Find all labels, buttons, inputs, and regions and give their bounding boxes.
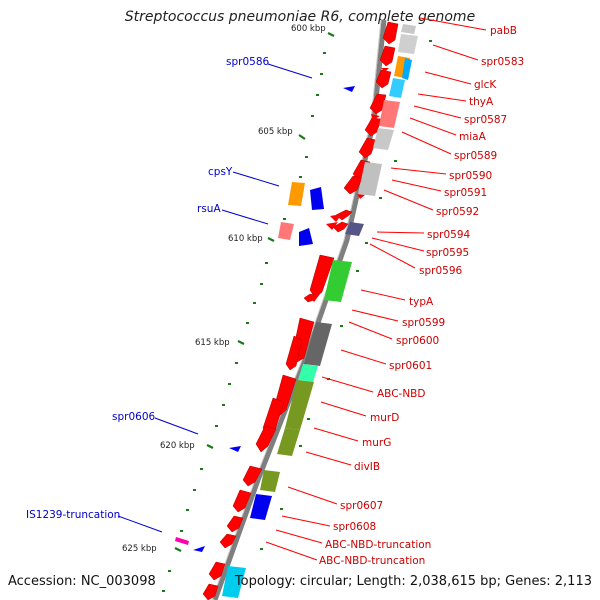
gene-features-forward bbox=[202, 21, 399, 600]
tick-label-605: 605 kbp bbox=[258, 127, 293, 137]
cog-spr0590 bbox=[358, 162, 382, 196]
tick-605 bbox=[298, 134, 306, 140]
label-miaA: miaA bbox=[459, 131, 487, 143]
gene-pabB bbox=[382, 21, 399, 45]
gene-spr0592 bbox=[335, 209, 353, 221]
tick-label-620: 620 kbp bbox=[160, 441, 195, 451]
label-spr0583: spr0583 bbox=[481, 56, 524, 68]
left-labels: spr0586 cpsY rsuA spr0606 IS1239-truncat… bbox=[26, 56, 269, 521]
cog-spr0583 bbox=[398, 34, 418, 54]
feature-rsuA-b bbox=[299, 228, 313, 246]
label-abc-nbd-trunc-2: ABC-NBD-truncation bbox=[319, 555, 425, 567]
feature-spr0606 bbox=[229, 446, 241, 452]
label-spr0600: spr0600 bbox=[396, 335, 439, 347]
gene-abc-trunc-1 bbox=[226, 515, 244, 533]
gene-glcK bbox=[375, 69, 392, 89]
label-spr0606: spr0606 bbox=[112, 411, 155, 423]
label-spr0590: spr0590 bbox=[449, 170, 492, 182]
label-thyA: thyA bbox=[469, 96, 494, 108]
cog-typA bbox=[324, 260, 352, 302]
tick-600 bbox=[327, 32, 335, 37]
topology-summary-text: Topology: circular; Length: 2,038,615 bp… bbox=[234, 574, 592, 589]
genome-backbone bbox=[212, 19, 387, 600]
label-spr0601: spr0601 bbox=[389, 360, 432, 372]
gene-ABC-NBD bbox=[285, 335, 303, 371]
label-typA: typA bbox=[409, 296, 434, 308]
right-label-connectors bbox=[265, 17, 487, 561]
label-spr0599: spr0599 bbox=[402, 317, 445, 329]
gene-spr0607 bbox=[242, 465, 263, 487]
cog-ABC-NBD bbox=[298, 364, 318, 382]
cog-spr0587 bbox=[379, 100, 400, 128]
gene-end-1 bbox=[208, 561, 226, 581]
cog-miaA bbox=[373, 128, 394, 150]
cog-thyA bbox=[389, 78, 405, 98]
label-ABC-NBD: ABC-NBD bbox=[377, 388, 425, 400]
gene-abc-trunc-2 bbox=[219, 533, 237, 549]
tick-615 bbox=[237, 340, 245, 345]
cog-boxes bbox=[222, 24, 418, 598]
tick-610 bbox=[267, 237, 275, 242]
label-spr0587: spr0587 bbox=[464, 114, 507, 126]
gene-end-2 bbox=[202, 583, 219, 600]
label-rsuA: rsuA bbox=[197, 203, 221, 215]
tick-label-625: 625 kbp bbox=[122, 544, 157, 554]
feature-IS1239 bbox=[175, 537, 189, 545]
label-spr0592: spr0592 bbox=[436, 206, 479, 218]
label-spr0594: spr0594 bbox=[427, 229, 470, 241]
gene-arrowheads bbox=[309, 68, 389, 302]
label-spr0607: spr0607 bbox=[340, 500, 383, 512]
feature-cpsY bbox=[288, 182, 305, 206]
label-spr0591: spr0591 bbox=[444, 187, 487, 199]
gene-spr0590 bbox=[343, 175, 363, 195]
cog-spr0607 bbox=[260, 470, 280, 492]
label-spr0586: spr0586 bbox=[226, 56, 269, 68]
genome-backbone-highlight bbox=[211, 19, 382, 600]
accession-text: Accession: NC_003098 bbox=[8, 574, 156, 589]
label-pabB: pabB bbox=[490, 25, 517, 37]
label-glcK: glcK bbox=[474, 79, 497, 91]
feature-cpsY-2 bbox=[310, 187, 324, 210]
label-abc-nbd-trunc-1: ABC-NBD-truncation bbox=[325, 539, 431, 551]
tick-label-600: 600 kbp bbox=[291, 24, 326, 34]
label-IS1239-truncation: IS1239-truncation bbox=[26, 509, 120, 521]
cog-murG bbox=[277, 428, 300, 456]
feature-IS1239-b bbox=[193, 546, 205, 552]
gene-spr0583 bbox=[379, 45, 396, 67]
cog-spr0608 bbox=[250, 494, 272, 520]
tick-label-615: 615 kbp bbox=[195, 338, 230, 348]
label-spr0595: spr0595 bbox=[426, 247, 469, 259]
cog-murD bbox=[285, 380, 314, 430]
left-label-connectors bbox=[117, 63, 313, 533]
label-cpsY: cpsY bbox=[208, 166, 233, 178]
gene-divIB bbox=[255, 425, 277, 453]
left-features bbox=[175, 86, 355, 552]
right-labels: pabB spr0583 glcK thyA spr0587 miaA spr0… bbox=[319, 25, 524, 567]
tick-620 bbox=[206, 444, 214, 449]
feature-rsuA-a bbox=[278, 222, 294, 240]
gene-spr0587 bbox=[364, 117, 382, 137]
gene-thyA bbox=[369, 93, 387, 115]
cog-spr0594 bbox=[345, 222, 364, 236]
cog-glcK-b bbox=[402, 58, 412, 80]
gene-miaA bbox=[358, 137, 377, 159]
gene-spr0608 bbox=[232, 489, 252, 513]
cog-pabB bbox=[401, 24, 416, 34]
label-spr0608: spr0608 bbox=[333, 521, 376, 533]
tick-label-610: 610 kbp bbox=[228, 234, 263, 244]
label-murG: murG bbox=[362, 437, 391, 449]
tick-625 bbox=[174, 547, 182, 552]
label-divIB: divIB bbox=[354, 461, 380, 473]
label-spr0589: spr0589 bbox=[454, 150, 497, 162]
cog-spr0601 bbox=[304, 322, 332, 366]
label-murD: murD bbox=[370, 412, 399, 424]
map-title: Streptococcus pneumoniae R6, complete ge… bbox=[124, 9, 476, 25]
tick-marks bbox=[174, 32, 335, 552]
cog-end bbox=[222, 566, 246, 598]
feature-spr0586 bbox=[343, 86, 355, 92]
label-spr0596: spr0596 bbox=[419, 265, 462, 277]
